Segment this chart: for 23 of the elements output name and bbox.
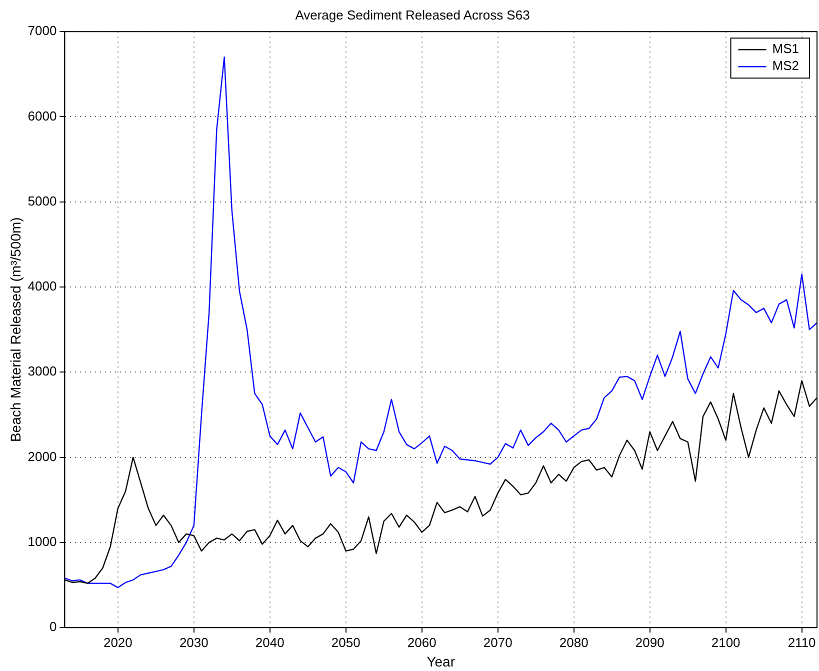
legend-label: MS1 [772,41,800,56]
y-tick-label: 2000 [28,448,57,464]
x-tick-label: 2040 [255,634,284,650]
x-axis-title: Year [426,653,456,670]
y-tick-label: 4000 [28,278,57,294]
chart-title: Average Sediment Released Across S63 [295,7,530,22]
x-tick-label: 2050 [331,634,360,650]
x-tick-label: 2100 [711,634,740,650]
legend-label: MS2 [772,58,800,74]
y-tick-label: 7000 [28,23,57,38]
y-tick-label: 6000 [28,108,57,124]
x-tick-label: 2030 [179,634,208,650]
y-axis-title: Beach Material Released (m³/500m) [7,217,24,442]
x-tick-label: 2060 [407,634,436,650]
x-tick-label: 2020 [103,634,132,650]
y-tick-label: 1000 [28,534,57,550]
x-tick-label: 2070 [483,634,512,650]
x-tick-label: 2090 [635,634,664,650]
y-tick-label: 3000 [28,364,57,379]
x-tick-label: 2110 [788,634,816,650]
y-tick-label: 5000 [28,193,57,208]
x-tick-label: 2080 [559,634,588,650]
y-tick-label: 0 [49,619,57,634]
